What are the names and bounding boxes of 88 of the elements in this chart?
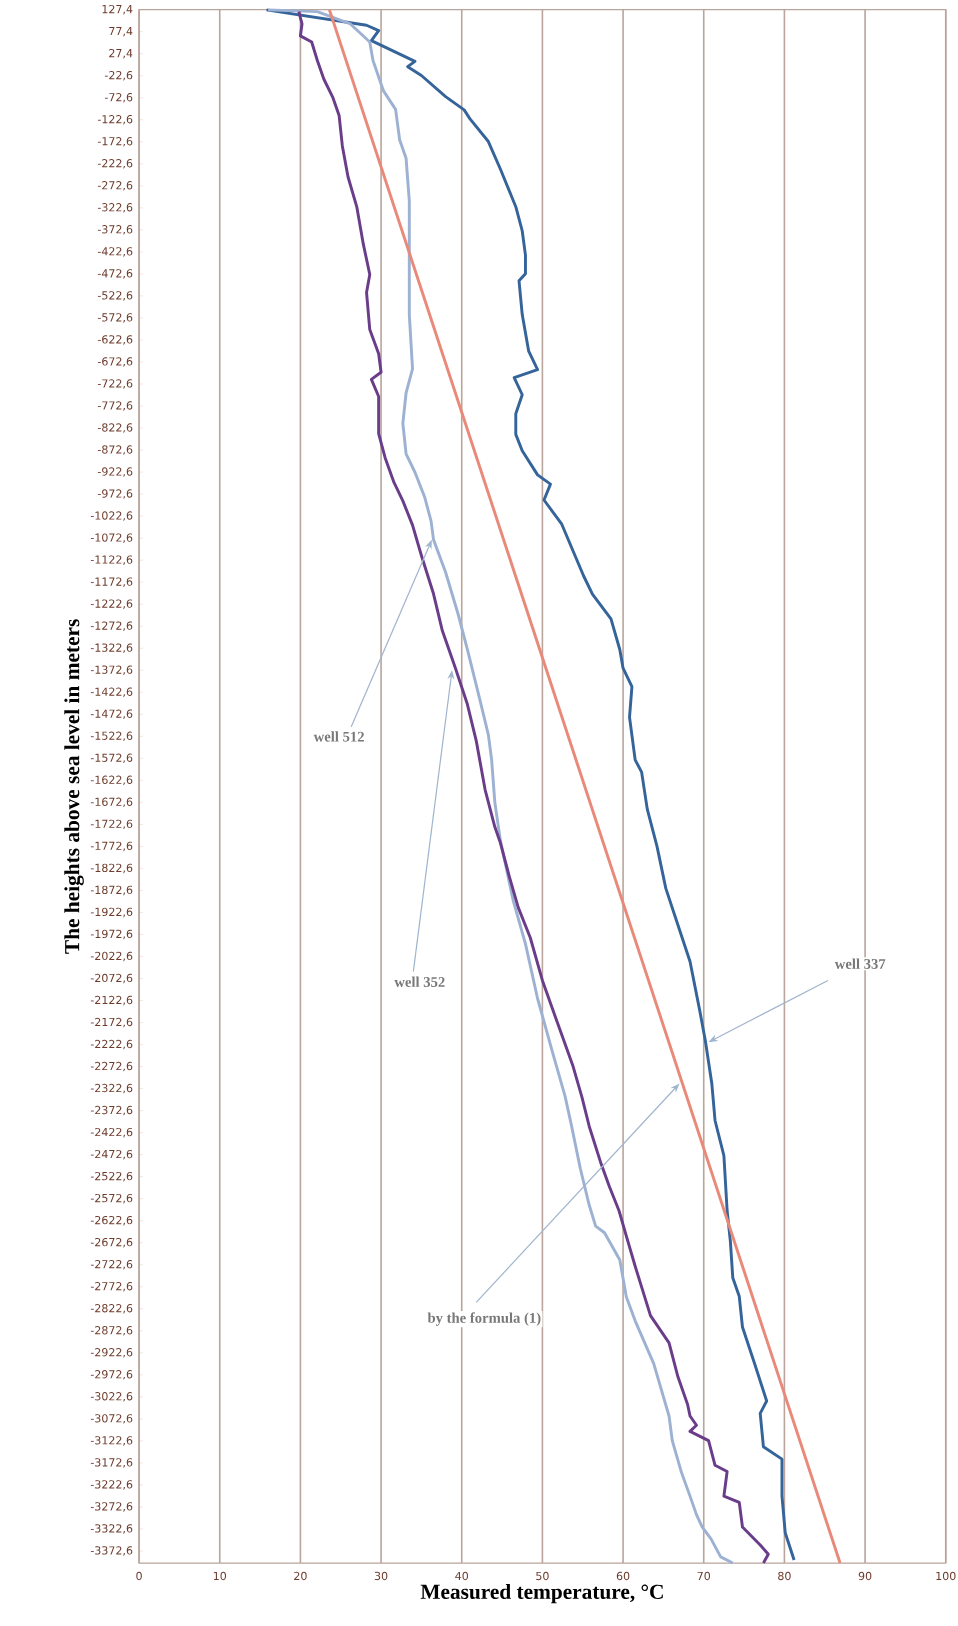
annotation: by the formula (1) bbox=[427, 1312, 541, 1326]
y-tick-label: -1522,6 bbox=[90, 731, 133, 742]
y-tick-label: -1922,6 bbox=[90, 907, 133, 918]
y-tick-label: -172,6 bbox=[97, 137, 133, 147]
y-tick-label: -2672,6 bbox=[90, 1237, 133, 1248]
y-tick-label: -1322,6 bbox=[90, 643, 133, 653]
x-tick-label: 20 bbox=[294, 1571, 307, 1581]
annotation: well 512 bbox=[313, 731, 364, 742]
y-tick-label: -2822,6 bbox=[90, 1304, 133, 1314]
y-tick-label: -922,6 bbox=[97, 467, 133, 477]
x-tick-label: 80 bbox=[778, 1571, 791, 1581]
y-tick-label: -1572,6 bbox=[90, 753, 133, 764]
y-tick-label: -822,6 bbox=[97, 423, 133, 433]
y-tick-label: -2572,6 bbox=[90, 1193, 133, 1204]
y-tick-label: -2122,6 bbox=[90, 995, 133, 1006]
y-tick-label: -1022,6 bbox=[90, 511, 133, 521]
y-tick-label: -972,6 bbox=[97, 489, 133, 499]
y-tick-label: -772,6 bbox=[97, 401, 133, 411]
x-tick-label: 40 bbox=[455, 1571, 469, 1581]
y-tick-label: -22,6 bbox=[104, 70, 133, 81]
y-tick-label: -1422,6 bbox=[90, 687, 133, 698]
y-tick-label: -1722,6 bbox=[90, 819, 133, 830]
x-axis-title: Measured temperature, °C bbox=[420, 1583, 663, 1604]
y-tick-label: -3122,6 bbox=[90, 1436, 133, 1446]
y-tick-label: -2372,6 bbox=[90, 1105, 133, 1116]
y-tick-label: -1772,6 bbox=[90, 841, 133, 852]
y-tick-label: -3022,6 bbox=[90, 1392, 133, 1402]
y-tick-label: 77,4 bbox=[109, 27, 133, 37]
y-tick-label: 127,4 bbox=[102, 4, 133, 15]
y-tick-label: -3322,6 bbox=[90, 1524, 133, 1534]
y-tick-label: -2522,6 bbox=[90, 1171, 133, 1182]
y-tick-label: -3072,6 bbox=[90, 1414, 133, 1424]
y-tick-label: -2872,6 bbox=[90, 1326, 133, 1336]
y-tick-label: -3372,6 bbox=[90, 1546, 133, 1556]
annotation: well 337 bbox=[834, 958, 886, 969]
y-tick-label: -72,6 bbox=[104, 93, 133, 103]
y-axis-title: The heights above sea level in meters bbox=[64, 619, 84, 954]
y-tick-label: -1172,6 bbox=[90, 577, 133, 587]
y-tick-label: -722,6 bbox=[97, 379, 133, 389]
y-tick-label: -1672,6 bbox=[90, 797, 133, 808]
y-tick-label: -2022,6 bbox=[90, 951, 133, 962]
x-tick-label: 50 bbox=[536, 1571, 549, 1581]
y-tick-label: -672,6 bbox=[97, 357, 133, 367]
x-tick-label: 90 bbox=[858, 1571, 872, 1581]
y-tick-label: -2222,6 bbox=[90, 1039, 133, 1050]
y-tick-label: -1272,6 bbox=[90, 621, 133, 631]
y-tick-label: -1872,6 bbox=[90, 885, 133, 896]
y-tick-label: -272,6 bbox=[97, 181, 133, 191]
y-tick-label: -222,6 bbox=[97, 159, 133, 169]
y-tick-label: -1472,6 bbox=[90, 709, 133, 720]
y-tick-label: -1072,6 bbox=[90, 533, 133, 543]
y-tick-label: -1372,6 bbox=[90, 665, 133, 675]
y-tick-label: -872,6 bbox=[97, 445, 133, 455]
y-tick-label: -1222,6 bbox=[90, 599, 133, 609]
x-tick-label: 30 bbox=[374, 1571, 388, 1581]
y-tick-label: -322,6 bbox=[97, 203, 133, 213]
y-tick-label: -2172,6 bbox=[90, 1017, 133, 1028]
y-tick-label: -2772,6 bbox=[90, 1282, 133, 1292]
y-tick-label: -2322,6 bbox=[90, 1083, 133, 1094]
y-tick-label: -2072,6 bbox=[90, 973, 133, 984]
y-tick-label: -2472,6 bbox=[90, 1149, 133, 1160]
y-tick-label: -3222,6 bbox=[90, 1480, 133, 1490]
y-tick-label: -572,6 bbox=[97, 313, 133, 323]
x-tick-label: 100 bbox=[936, 1571, 956, 1581]
y-tick-label: -472,6 bbox=[97, 269, 133, 279]
y-tick-label: -622,6 bbox=[97, 335, 133, 345]
y-tick-label: -2972,6 bbox=[90, 1370, 133, 1380]
x-tick-label: 10 bbox=[213, 1571, 227, 1581]
y-tick-label: -2622,6 bbox=[90, 1215, 133, 1226]
annotation: well 352 bbox=[394, 976, 445, 987]
y-tick-label: -2422,6 bbox=[90, 1127, 133, 1138]
x-tick-label: 70 bbox=[697, 1571, 711, 1581]
y-tick-label: -1972,6 bbox=[90, 929, 133, 940]
y-tick-label: -3272,6 bbox=[90, 1502, 133, 1512]
y-tick-label: -1622,6 bbox=[90, 775, 133, 786]
y-tick-label: -2722,6 bbox=[90, 1260, 133, 1270]
y-tick-label: -522,6 bbox=[97, 291, 133, 301]
y-tick-label: -422,6 bbox=[97, 247, 133, 257]
y-tick-label: -1822,6 bbox=[90, 863, 133, 874]
y-tick-label: -2922,6 bbox=[90, 1348, 133, 1358]
x-tick-label: 0 bbox=[136, 1571, 142, 1581]
y-tick-label: -122,6 bbox=[97, 115, 133, 125]
y-tick-label: 27,4 bbox=[109, 48, 133, 59]
y-tick-label: -372,6 bbox=[97, 225, 133, 235]
y-tick-label: -2272,6 bbox=[90, 1061, 133, 1072]
x-tick-label: 60 bbox=[616, 1571, 630, 1581]
y-tick-label: -3172,6 bbox=[90, 1458, 133, 1468]
y-tick-label: -1122,6 bbox=[90, 555, 133, 565]
